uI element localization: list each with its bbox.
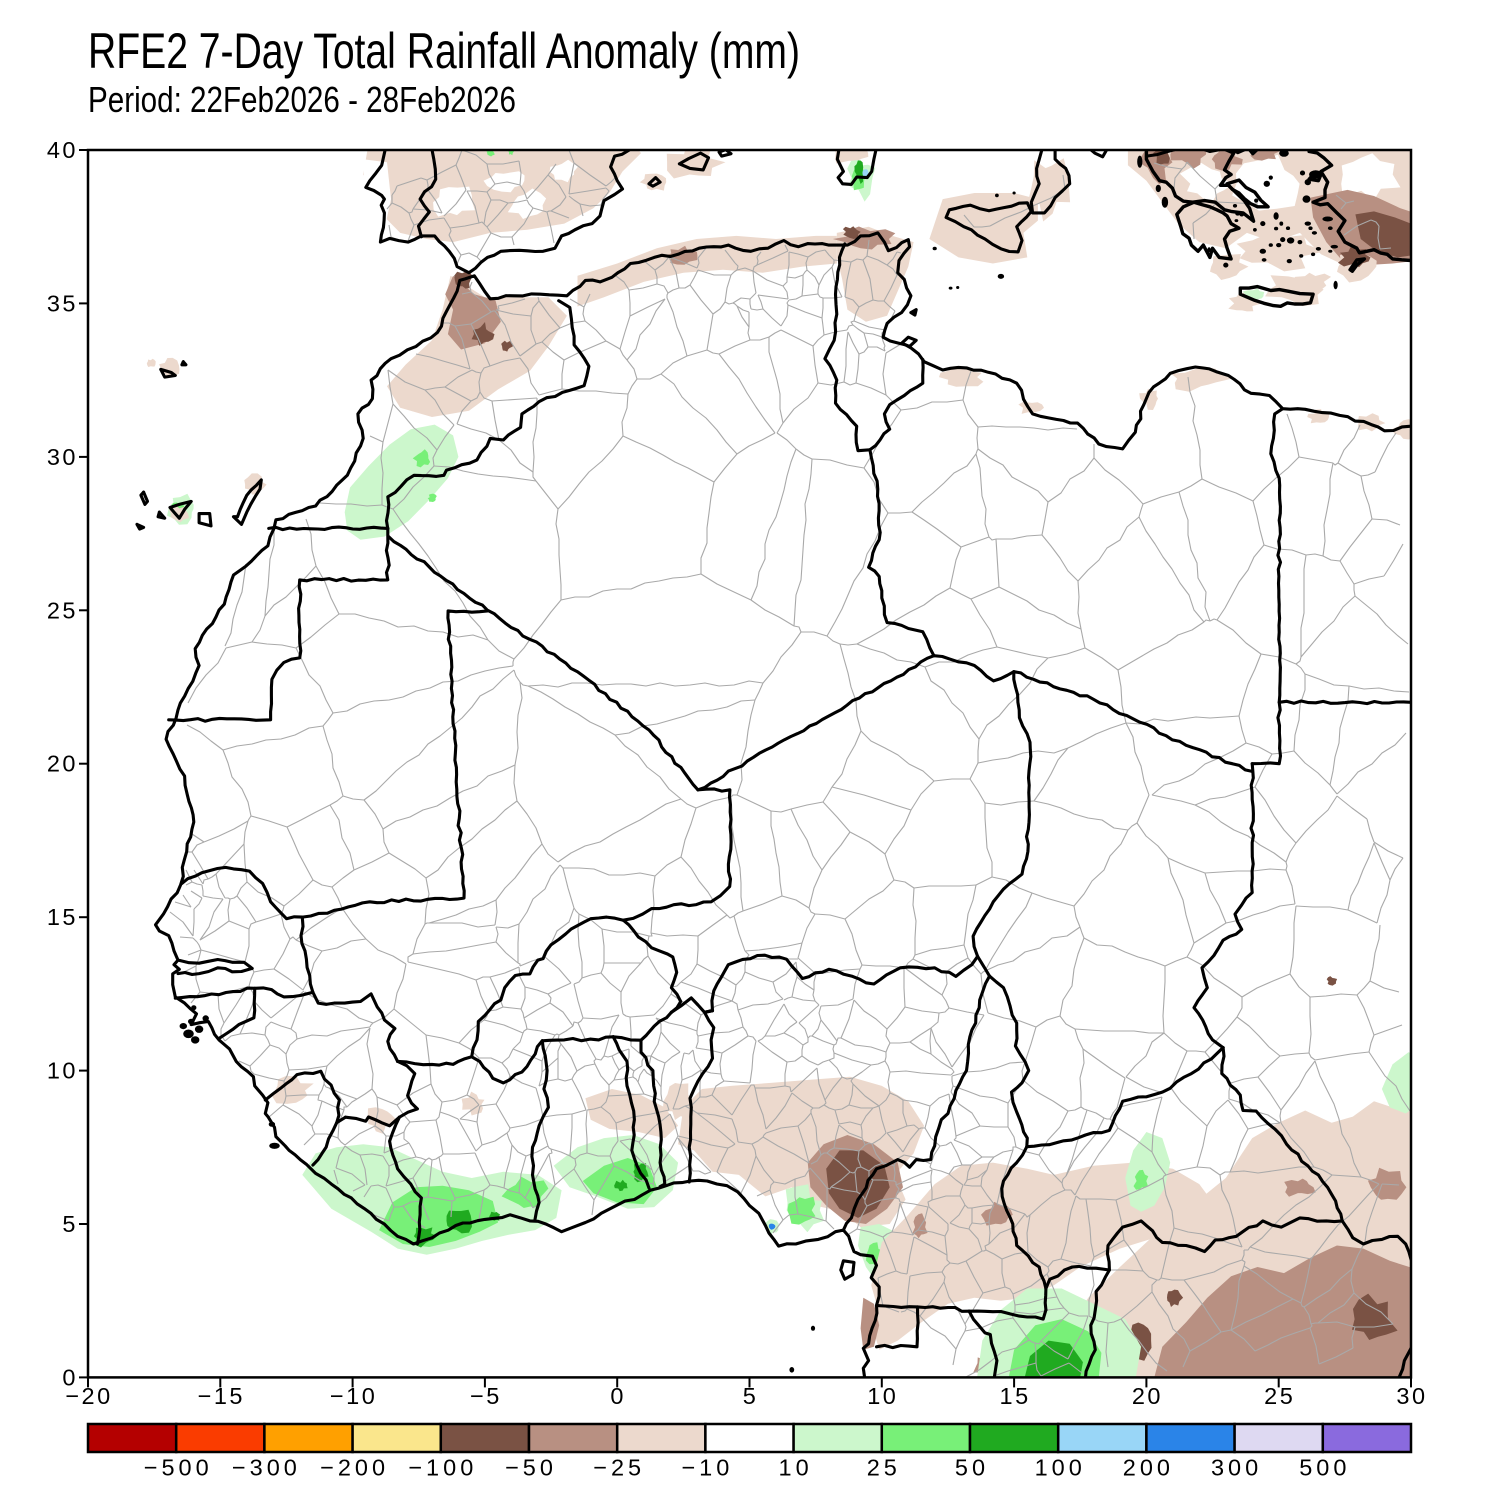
svg-text:−50: −50 bbox=[505, 1455, 557, 1481]
svg-text:Period: 22Feb2026 - 28Feb2026: Period: 22Feb2026 - 28Feb2026 bbox=[88, 79, 516, 120]
svg-text:−15: −15 bbox=[198, 1383, 245, 1409]
svg-text:15: 15 bbox=[47, 904, 78, 930]
svg-text:−500: −500 bbox=[144, 1455, 213, 1481]
svg-text:−20: −20 bbox=[65, 1383, 112, 1409]
svg-text:20: 20 bbox=[1132, 1383, 1163, 1409]
svg-text:200: 200 bbox=[1123, 1455, 1174, 1481]
svg-text:25: 25 bbox=[47, 597, 78, 623]
svg-text:−200: −200 bbox=[320, 1455, 389, 1481]
svg-text:25: 25 bbox=[1264, 1383, 1295, 1409]
svg-text:5: 5 bbox=[743, 1383, 759, 1409]
svg-text:5: 5 bbox=[62, 1211, 78, 1237]
svg-text:0: 0 bbox=[610, 1383, 626, 1409]
svg-text:40: 40 bbox=[47, 137, 78, 163]
svg-text:300: 300 bbox=[1211, 1455, 1262, 1481]
svg-text:35: 35 bbox=[47, 290, 78, 316]
svg-text:RFE2 7-Day Total Rainfall Anom: RFE2 7-Day Total Rainfall Anomaly (mm) bbox=[88, 23, 800, 79]
svg-text:−25: −25 bbox=[593, 1455, 645, 1481]
svg-text:−100: −100 bbox=[408, 1455, 477, 1481]
svg-text:50: 50 bbox=[955, 1455, 989, 1481]
svg-text:20: 20 bbox=[47, 751, 78, 777]
svg-text:30: 30 bbox=[47, 444, 78, 470]
svg-text:−10: −10 bbox=[330, 1383, 377, 1409]
svg-text:10: 10 bbox=[779, 1455, 813, 1481]
svg-text:10: 10 bbox=[47, 1058, 78, 1084]
svg-text:500: 500 bbox=[1299, 1455, 1350, 1481]
svg-text:−5: −5 bbox=[470, 1383, 502, 1409]
svg-text:10: 10 bbox=[867, 1383, 898, 1409]
svg-text:−10: −10 bbox=[681, 1455, 733, 1481]
svg-text:30: 30 bbox=[1396, 1383, 1427, 1409]
svg-text:0: 0 bbox=[62, 1364, 78, 1390]
svg-text:25: 25 bbox=[867, 1455, 901, 1481]
svg-text:15: 15 bbox=[1000, 1383, 1031, 1409]
svg-text:100: 100 bbox=[1035, 1455, 1086, 1481]
svg-text:−300: −300 bbox=[232, 1455, 301, 1481]
